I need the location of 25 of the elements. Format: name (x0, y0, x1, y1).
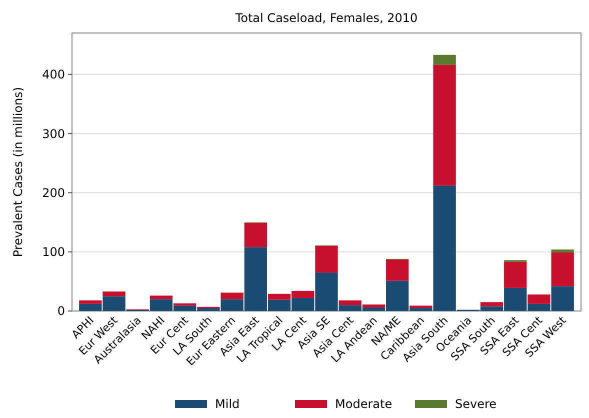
legend-label: Moderate (335, 397, 392, 411)
bar (150, 296, 173, 300)
bar (480, 302, 504, 306)
bar (386, 260, 409, 281)
y-tick-label: 0 (57, 304, 65, 318)
bar (551, 252, 574, 286)
bar (433, 54, 456, 65)
bar (504, 262, 527, 288)
bar (551, 249, 574, 252)
legend-label: Severe (455, 397, 497, 411)
bar (528, 294, 550, 304)
y-tick-label: 300 (42, 126, 65, 141)
chart-title: Total Caseload, Females, 2010 (234, 11, 418, 25)
y-tick-label: 400 (42, 68, 65, 82)
bar (433, 64, 456, 186)
y-axis-title: Prevalent Cases (in millions) (11, 86, 25, 258)
bar (244, 222, 268, 248)
bar (315, 246, 338, 273)
bar (220, 292, 244, 300)
y-tick-label: 200 (42, 186, 65, 200)
bar (79, 300, 102, 304)
bar (102, 291, 126, 296)
legend-label: Mild (215, 397, 240, 411)
bar (410, 306, 432, 308)
y-tick-label: 100 (42, 245, 65, 260)
